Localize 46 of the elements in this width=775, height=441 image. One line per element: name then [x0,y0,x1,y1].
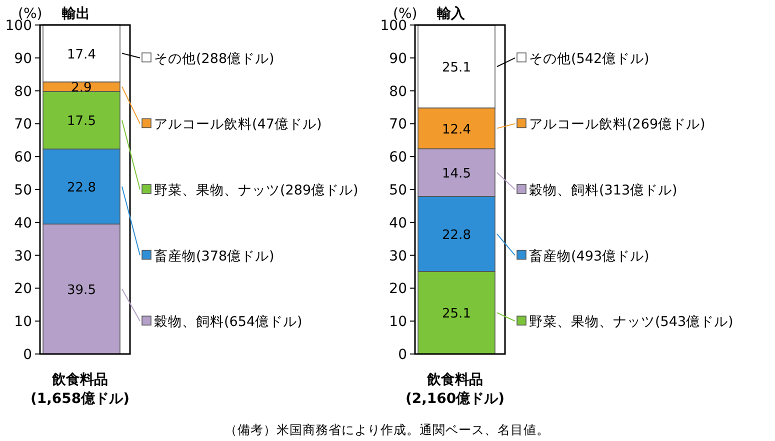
data-label: 12.4 [442,122,471,138]
y-tick-label: 0 [23,347,32,363]
data-label: 14.5 [442,166,471,182]
legend-label: アルコール飲料(269億ドル) [529,116,706,133]
y-tick-label: 100 [380,18,407,34]
data-label: 25.1 [442,60,471,76]
legend-label: その他(288億ドル) [154,50,274,67]
legend-label: 穀物、飼料(313億ドル) [529,182,678,198]
data-label: 17.4 [67,47,96,62]
y-tick-label: 20 [389,281,407,298]
legend-label: アルコール飲料(47億ドル) [154,116,322,133]
y-tick-label: 40 [14,215,32,232]
data-label: 22.8 [442,228,471,243]
y-tick-label: 0 [398,347,407,363]
y-tick-label: 70 [389,116,407,133]
y-tick-label: 40 [389,215,407,232]
y-tick-label: 90 [14,50,32,67]
chart-title: 輸出 [61,6,90,22]
x-tick-label: 飲食料品 (2,160億ドル) [405,372,505,407]
y-tick-label: 100 [5,18,32,34]
y-tick-label: 30 [389,248,407,264]
data-label: 25.1 [442,306,471,322]
y-tick-label: 70 [14,116,32,133]
y-tick-label: 90 [389,50,407,67]
y-tick-label: 30 [14,248,32,264]
y-tick-label: 60 [14,150,32,166]
x-tick-label: 飲食料品 (1,658億ドル) [30,372,130,407]
legend-label: 野菜、果物、ナッツ(543億ドル) [529,314,734,330]
legend-label: 畜産物(378億ドル) [154,247,274,264]
y-tick-label: 10 [14,314,32,330]
data-label: 22.8 [67,180,96,196]
legend-label: 野菜、果物、ナッツ(289億ドル) [154,182,358,198]
legend-label: 穀物、飼料(654億ドル) [154,314,302,330]
y-tick-label: 50 [389,182,407,198]
data-label: 17.5 [67,114,96,130]
y-tick-label: 60 [389,150,407,166]
chart-title: 輸入 [436,6,466,22]
legend-label: その他(542億ドル) [529,50,650,67]
y-tick-label: 80 [389,84,407,100]
y-tick-label: 20 [14,281,32,298]
y-tick-label: 80 [14,84,32,100]
text: （備考）米国商務省により作成。通関ベース、名目値。 [224,422,550,437]
y-tick-label: 10 [389,314,407,330]
legend-label: 畜産物(493億ドル) [529,247,650,264]
data-label: 39.5 [67,283,96,298]
y-tick-label: 50 [14,182,32,198]
